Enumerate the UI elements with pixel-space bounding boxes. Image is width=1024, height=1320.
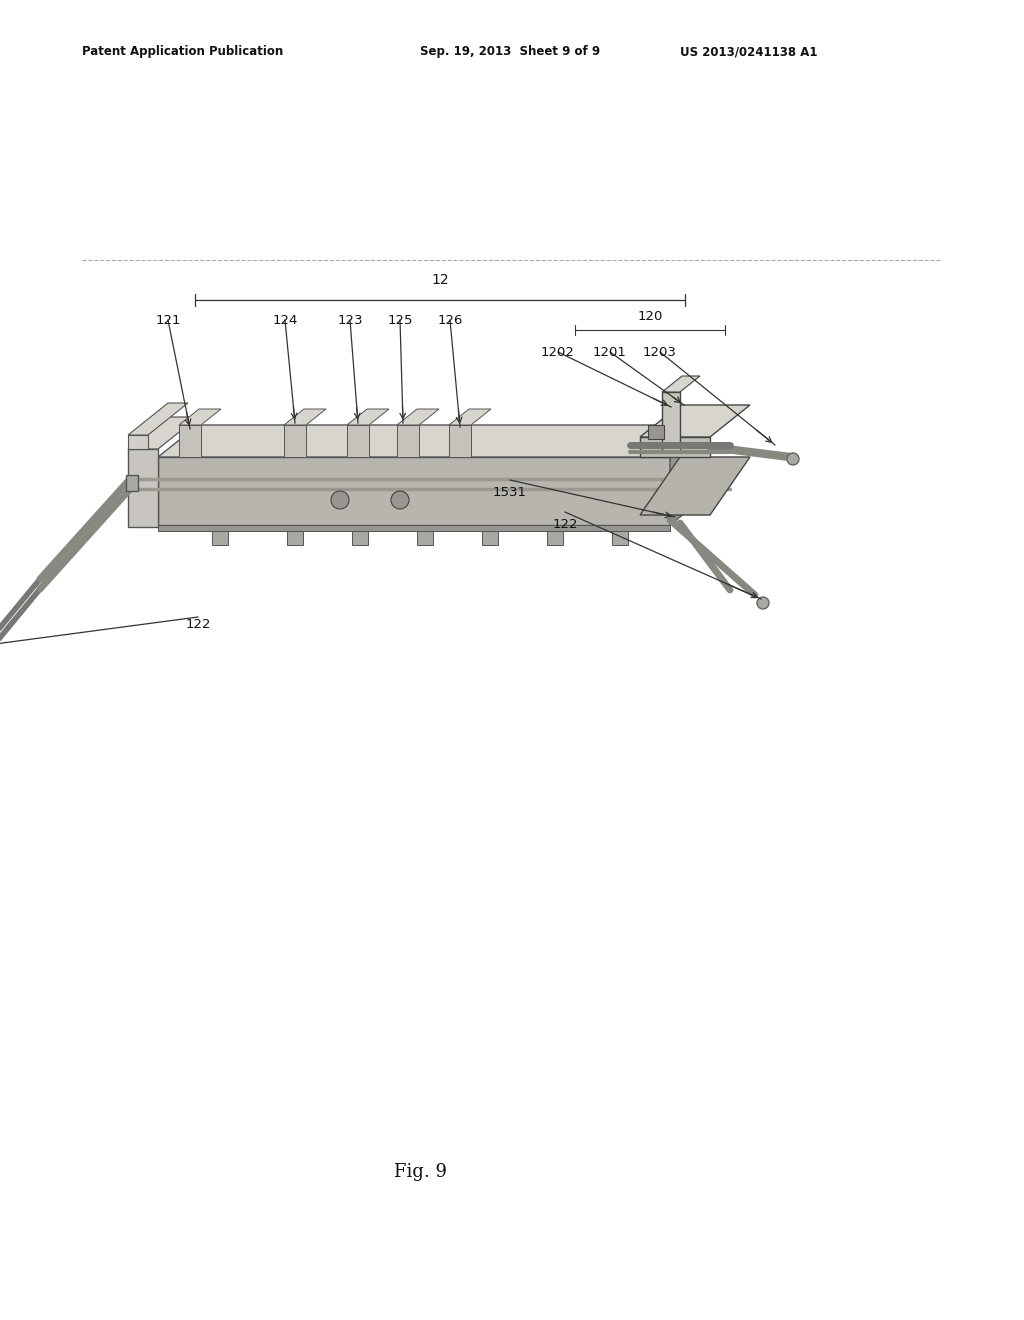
Polygon shape [128, 449, 158, 527]
Polygon shape [347, 425, 369, 457]
Polygon shape [662, 376, 700, 392]
Polygon shape [417, 531, 433, 545]
Polygon shape [179, 425, 201, 457]
Polygon shape [547, 531, 563, 545]
Text: 122: 122 [185, 619, 211, 631]
Text: Sep. 19, 2013  Sheet 9 of 9: Sep. 19, 2013 Sheet 9 of 9 [420, 45, 600, 58]
Polygon shape [662, 392, 680, 451]
Text: 1202: 1202 [541, 346, 574, 359]
Polygon shape [158, 457, 670, 525]
Circle shape [391, 491, 409, 510]
Circle shape [757, 597, 769, 609]
Polygon shape [640, 405, 750, 437]
Polygon shape [158, 525, 670, 531]
Circle shape [331, 491, 349, 510]
Polygon shape [347, 409, 389, 425]
Text: US 2013/0241138 A1: US 2013/0241138 A1 [680, 45, 817, 58]
Text: 123: 123 [337, 314, 362, 326]
Polygon shape [128, 403, 188, 436]
Polygon shape [482, 531, 498, 545]
Text: 125: 125 [387, 314, 413, 326]
Text: Patent Application Publication: Patent Application Publication [82, 45, 284, 58]
Text: 124: 124 [272, 314, 298, 326]
Polygon shape [612, 531, 628, 545]
Polygon shape [284, 409, 326, 425]
Polygon shape [449, 425, 471, 457]
Polygon shape [648, 425, 664, 440]
Text: 126: 126 [437, 314, 463, 326]
Polygon shape [126, 475, 138, 491]
Text: 1201: 1201 [593, 346, 627, 359]
Circle shape [787, 453, 799, 465]
Polygon shape [449, 409, 490, 425]
Text: 121: 121 [156, 314, 181, 326]
Polygon shape [670, 425, 710, 525]
Polygon shape [352, 531, 368, 545]
Polygon shape [128, 417, 198, 449]
Text: 122: 122 [552, 517, 578, 531]
Polygon shape [397, 409, 439, 425]
Polygon shape [284, 425, 306, 457]
Polygon shape [212, 531, 228, 545]
Polygon shape [287, 531, 303, 545]
Text: 12: 12 [431, 273, 449, 286]
Text: 1203: 1203 [643, 346, 677, 359]
Text: 1531: 1531 [493, 486, 527, 499]
Text: 120: 120 [637, 310, 663, 323]
Polygon shape [158, 425, 710, 457]
Polygon shape [397, 425, 419, 457]
Polygon shape [128, 436, 148, 449]
Polygon shape [640, 437, 710, 457]
Text: Fig. 9: Fig. 9 [393, 1163, 446, 1181]
Polygon shape [179, 409, 221, 425]
Polygon shape [640, 457, 750, 515]
